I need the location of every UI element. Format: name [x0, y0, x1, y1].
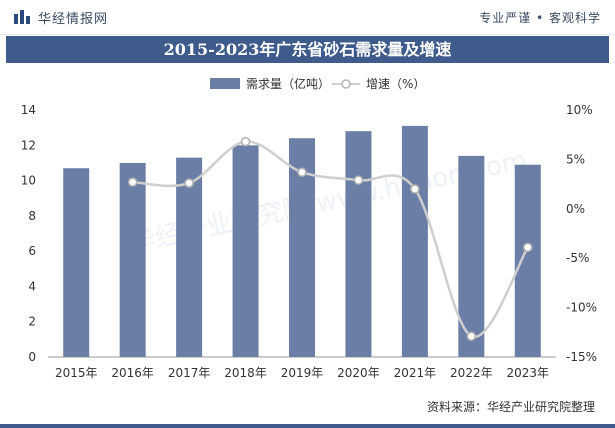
left-axis-tick-label: 6: [28, 244, 36, 258]
right-axis-tick-label: -10%: [566, 301, 597, 315]
legend-swatch-demand: [210, 78, 240, 89]
legend-label-demand: 需求量（亿吨）: [246, 76, 330, 91]
right-axis-tick-label: 0%: [566, 202, 585, 216]
chart-title: 2015-2023年广东省砂石需求量及增速: [6, 36, 609, 63]
left-axis-tick-label: 4: [28, 279, 36, 293]
bar-demand: [232, 145, 259, 357]
bar-demand: [514, 164, 541, 357]
right-axis-tick-label: 10%: [566, 103, 593, 117]
source-note: 资料来源：华经产业研究院整理: [426, 400, 595, 414]
left-axis-tick-label: 0: [28, 350, 36, 364]
x-axis-tick-label: 2023年: [507, 366, 550, 380]
left-axis-tick-label: 14: [21, 103, 36, 117]
bar-demand: [63, 168, 90, 357]
brand-name: 华经情报网: [38, 11, 109, 27]
footer-line: [0, 424, 615, 428]
slogan: 专业严谨 • 客观科学: [479, 10, 601, 25]
left-axis-tick-label: 8: [28, 209, 36, 223]
growth-point: [127, 177, 138, 187]
x-axis-tick-label: 2015年: [55, 366, 98, 380]
left-axis-tick-label: 10: [21, 174, 36, 188]
x-axis-tick-label: 2016年: [111, 366, 154, 380]
brand-logo-icon: [14, 10, 30, 24]
bar-demand: [119, 162, 146, 357]
growth-point: [184, 178, 194, 188]
bar-demand: [401, 125, 428, 357]
growth-point: [466, 331, 477, 342]
growth-point: [240, 136, 251, 147]
x-axis-tick-label: 2021年: [394, 366, 437, 380]
right-axis-tick-label: -15%: [566, 350, 597, 364]
bar-demand: [345, 131, 372, 357]
x-axis-tick-label: 2017年: [168, 366, 211, 380]
x-axis-tick-label: 2018年: [224, 366, 267, 380]
left-axis-tick-label: 12: [21, 138, 36, 152]
brand: 华经情报网: [0, 8, 108, 27]
growth-point: [297, 167, 307, 177]
right-axis-tick-label: -5%: [566, 251, 589, 265]
bar-demand: [176, 157, 203, 357]
x-axis-tick-label: 2020年: [337, 366, 380, 380]
growth-point: [353, 175, 364, 185]
x-axis-tick-label: 2022年: [450, 366, 493, 380]
left-axis-tick-label: 2: [28, 315, 36, 329]
legend-marker-growth: [341, 79, 351, 89]
x-axis-tick-label: 2019年: [281, 366, 324, 380]
right-axis-tick-label: 5%: [566, 152, 585, 166]
legend-label-growth: 增速（%）: [366, 77, 425, 91]
top-bar: 华经情报网 专业严谨 • 客观科学: [0, 0, 615, 35]
growth-point: [523, 242, 533, 253]
growth-point: [410, 184, 420, 194]
